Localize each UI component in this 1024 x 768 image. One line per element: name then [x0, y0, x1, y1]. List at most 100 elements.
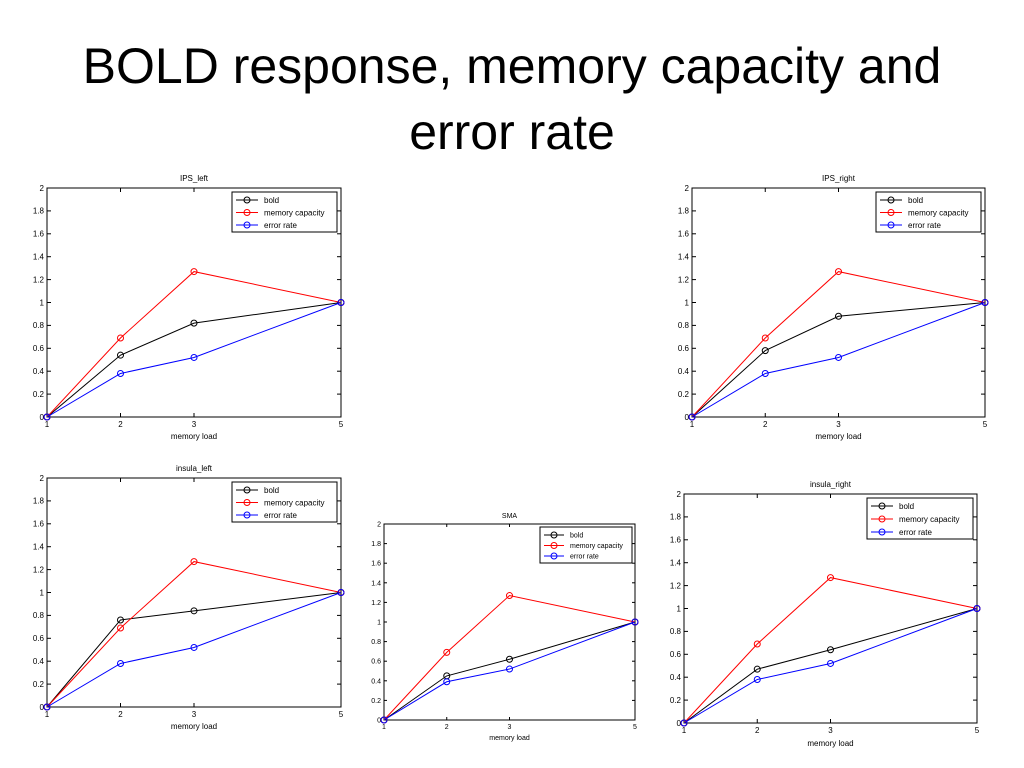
series-line-memory-capacity [46, 271, 342, 418]
series-line-bold [691, 302, 986, 418]
legend-marker-error-rate [878, 528, 886, 536]
chart-insula-right: 0 0.2 0.4 0.6 0.8 1 1.2 1.4 1.6 1.8 2 1 2 3 5 insula_ri… [670, 480, 981, 748]
series-line-memory-capacity [46, 561, 342, 708]
legend-marker-memory-capacity [887, 209, 895, 216]
y-tick-label: 0.6 [33, 344, 45, 353]
y-tick-label: 1.2 [371, 600, 381, 607]
data-point-bold [506, 655, 513, 663]
x-tick-label: 1 [382, 724, 386, 731]
x-tick-label: 2 [763, 420, 768, 429]
x-axis-label: memory load [815, 432, 861, 441]
data-point-memory-capacity [117, 624, 124, 632]
x-tick-label: 5 [975, 726, 980, 735]
data-point-bold [835, 312, 842, 320]
data-point-error-rate [190, 353, 198, 361]
data-point-memory-capacity [190, 558, 198, 566]
y-tick-label: 1.2 [678, 275, 690, 284]
legend-marker-memory-capacity [550, 542, 558, 549]
data-point-error-rate [827, 659, 834, 667]
y-tick-label: 0.4 [33, 657, 45, 666]
data-point-error-rate [761, 369, 769, 377]
y-tick-label: 1.6 [678, 230, 690, 239]
y-tick-label: 0.4 [678, 367, 690, 376]
legend-label: error rate [570, 553, 599, 560]
y-tick-label: 0 [40, 703, 45, 712]
data-point-error-rate [680, 719, 688, 727]
y-tick-label: 1.4 [371, 580, 381, 587]
legend-label: error rate [899, 528, 932, 537]
legend-label: error rate [264, 511, 297, 520]
data-point-error-rate [443, 678, 451, 686]
data-point-memory-capacity [835, 268, 842, 276]
y-tick-label: 0 [685, 413, 690, 422]
legend-marker-error-rate [243, 221, 251, 229]
series-line-memory-capacity [683, 577, 978, 724]
legend-label: memory capacity [899, 515, 959, 524]
y-tick-label: 0.2 [670, 696, 682, 705]
x-tick-label: 2 [755, 726, 760, 735]
y-tick-label: 1 [685, 298, 690, 307]
legend-label: error rate [264, 221, 297, 230]
data-point-error-rate [337, 299, 345, 306]
data-point-error-rate [117, 659, 124, 667]
series-line-error-rate [691, 302, 986, 418]
x-tick-label: 2 [445, 724, 449, 731]
y-tick-label: 0.6 [678, 344, 690, 353]
y-tick-label: 0.2 [33, 680, 45, 689]
data-point-bold [117, 616, 124, 624]
series-line-bold [46, 592, 342, 708]
chart-title: IPS_right [822, 174, 856, 183]
y-tick-label: 1.6 [33, 520, 45, 529]
y-tick-label: 0.2 [33, 390, 45, 399]
chart-ips-left: 0 0.2 0.4 0.6 0.8 1 1.2 1.4 1.6 1.8 2 1 2 3 5 IPS_leftm… [33, 174, 345, 441]
data-point-error-rate [380, 716, 388, 724]
y-tick-label: 1.8 [678, 207, 690, 216]
x-tick-label: 1 [45, 420, 50, 429]
data-point-memory-capacity [443, 648, 451, 656]
series-line-error-rate [683, 608, 978, 724]
y-tick-label: 1 [40, 298, 45, 307]
data-point-error-rate [43, 413, 51, 421]
legend: bold memory capacity error rate [866, 497, 974, 540]
x-tick-label: 3 [192, 420, 197, 429]
data-point-memory-capacity [827, 574, 834, 582]
y-tick-label: 0.8 [670, 627, 682, 636]
series-line-error-rate [383, 621, 636, 721]
y-tick-label: 1.6 [33, 230, 45, 239]
y-tick-label: 2 [377, 521, 381, 528]
legend-label: memory capacity [264, 208, 324, 217]
legend-marker-bold [887, 196, 895, 204]
data-point-error-rate [753, 675, 761, 683]
x-tick-label: 1 [45, 710, 50, 719]
legend-marker-bold [878, 502, 886, 510]
legend-label: error rate [908, 221, 941, 230]
x-axis-label: memory load [489, 735, 530, 742]
legend-marker-error-rate [243, 511, 251, 519]
y-tick-label: 1 [677, 604, 682, 613]
chart-ips-right: 0 0.2 0.4 0.6 0.8 1 1.2 1.4 1.6 1.8 2 1 2 3 5 IPS_right… [678, 174, 989, 441]
y-tick-label: 0.8 [33, 611, 45, 620]
x-axis-label: memory load [171, 722, 217, 731]
data-point-memory-capacity [506, 592, 513, 600]
y-tick-label: 0.4 [33, 367, 45, 376]
y-tick-label: 1.8 [33, 207, 45, 216]
data-point-error-rate [117, 369, 124, 377]
x-tick-label: 5 [339, 420, 344, 429]
data-point-bold [761, 347, 769, 355]
chart-sma: 0 0.2 0.4 0.6 0.8 1 1.2 1.4 1.6 1.8 2 1 2 3 5 SMA memory… [371, 513, 639, 742]
series-line-memory-capacity [691, 271, 986, 418]
data-point-memory-capacity [761, 334, 769, 342]
y-tick-label: 2 [677, 490, 682, 499]
legend: bold memory capacity error rate [539, 526, 633, 564]
data-point-bold [827, 646, 834, 654]
legend-marker-memory-capacity [878, 515, 886, 523]
x-tick-label: 2 [118, 710, 123, 719]
y-tick-label: 1.6 [371, 561, 381, 568]
y-tick-label: 1.8 [371, 541, 381, 548]
y-tick-label: 0.4 [371, 678, 381, 685]
data-point-memory-capacity [753, 640, 761, 648]
y-tick-label: 0 [377, 717, 381, 724]
data-point-error-rate [190, 643, 198, 651]
legend-marker-bold [550, 531, 558, 539]
y-tick-label: 0.8 [371, 639, 381, 646]
